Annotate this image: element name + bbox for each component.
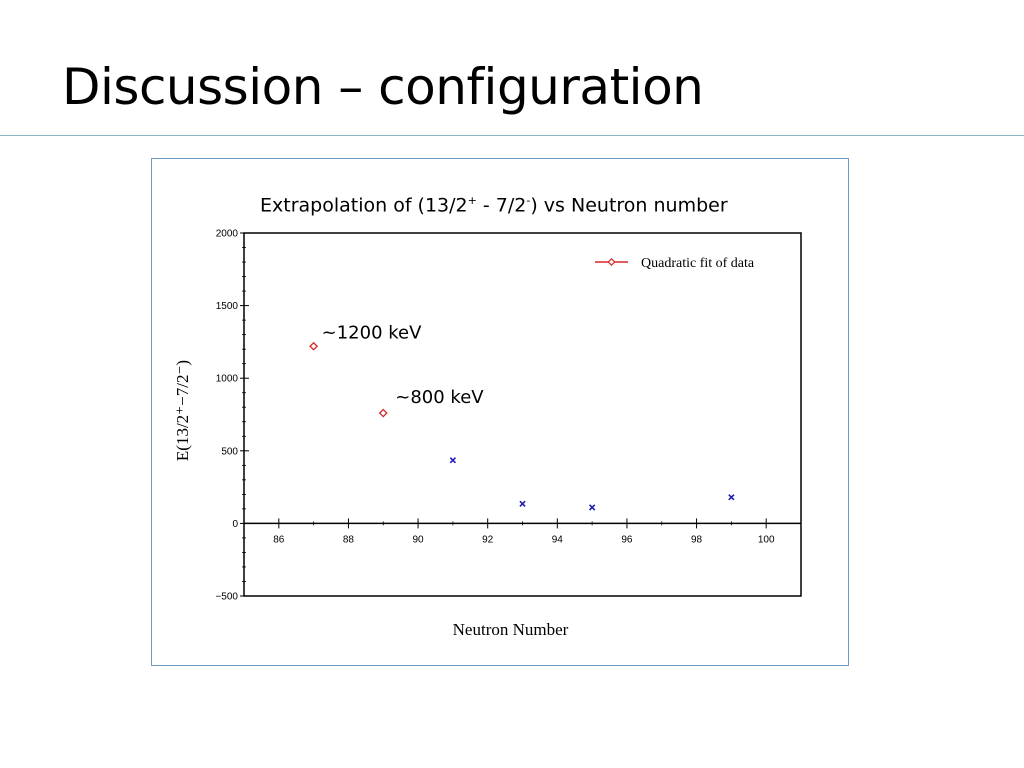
y-tick-label: 1500 (216, 301, 239, 312)
chart-title: Extrapolation of (13/2+ - 7/2-) vs Neutr… (260, 194, 728, 216)
data-point-marker (728, 494, 735, 501)
title-divider (0, 135, 1024, 136)
data-point-x-stroke (588, 504, 596, 511)
data-point-marker (519, 500, 526, 507)
y-tick-label: 2000 (216, 229, 239, 240)
y-tick-label: 0 (232, 519, 238, 530)
y-tick-label: 1000 (216, 374, 239, 385)
chart-title-prefix: Extrapolation of (13/2 (260, 194, 468, 217)
data-point-x-stroke (728, 494, 735, 501)
x-tick-label: 96 (621, 534, 633, 545)
data-point-marker (449, 457, 457, 464)
data-point-marker (588, 504, 596, 511)
chart-title-suffix: ) vs Neutron number (530, 194, 728, 217)
y-axis-label: E(13/2⁺−7/2⁻) (173, 360, 192, 461)
chart-title-sup-plus: + (467, 194, 477, 207)
chart-title-sup-minus: - (526, 194, 531, 207)
data-point-x-stroke (519, 500, 526, 507)
legend-entry-label: Quadratic fit of data (641, 256, 755, 271)
x-tick-label: 98 (691, 534, 703, 545)
x-tick-label: 88 (343, 534, 355, 545)
y-tick-label: 500 (221, 446, 238, 457)
x-tick-label: 94 (552, 534, 564, 545)
energy-vs-neutron-chart: 86 88 90 92 94 96 98 100 −500 0 500 1000 1500 2000 Ne… (173, 229, 802, 639)
figure-panel: Extrapolation of (13/2+ - 7/2-) vs Neutr… (151, 158, 849, 666)
annotation-label: ~1200 keV (322, 322, 422, 343)
data-point-x-stroke (449, 457, 457, 464)
x-tick-label: 86 (273, 534, 285, 545)
fit-point-marker (309, 341, 319, 351)
x-axis-label: Neutron Number (453, 620, 569, 639)
y-tick-label: −500 (215, 592, 238, 603)
slide-title: Discussion – configuration (62, 58, 704, 116)
x-tick-label: 92 (482, 534, 494, 545)
annotation-label: ~800 keV (395, 387, 484, 408)
x-tick-label: 90 (413, 534, 425, 545)
fit-point-marker (378, 408, 388, 418)
chart-title-mid: - 7/2 (476, 194, 527, 217)
legend-marker (607, 257, 616, 267)
plot-frame (243, 232, 802, 597)
x-tick-label: 100 (758, 534, 775, 545)
